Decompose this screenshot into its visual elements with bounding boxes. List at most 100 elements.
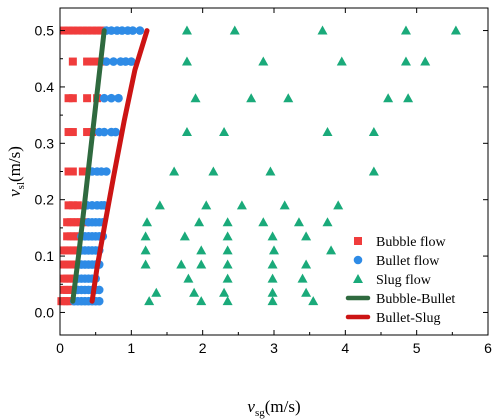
data-point bbox=[114, 93, 123, 103]
data-point bbox=[403, 93, 414, 103]
legend-entry: Slug flow bbox=[353, 273, 432, 288]
legend-label: Bullet-Slug bbox=[376, 311, 441, 326]
data-point bbox=[99, 93, 109, 103]
data-point bbox=[181, 25, 192, 35]
data-point bbox=[68, 26, 77, 35]
data-point bbox=[297, 273, 308, 283]
data-point bbox=[201, 200, 212, 210]
data-point bbox=[222, 273, 233, 283]
data-point bbox=[73, 26, 82, 35]
data-point bbox=[450, 25, 461, 35]
data-point bbox=[301, 287, 312, 297]
data-point bbox=[222, 217, 233, 227]
boundary-line-4 bbox=[89, 28, 150, 304]
data-point bbox=[196, 245, 207, 255]
data-point bbox=[322, 217, 333, 227]
series-circle-1 bbox=[69, 26, 145, 306]
data-point bbox=[83, 128, 92, 137]
x-tick-label: 5 bbox=[413, 340, 421, 356]
data-point bbox=[78, 167, 87, 176]
y-axis-title-unit: (m/s) bbox=[5, 146, 24, 182]
data-point bbox=[151, 287, 162, 297]
x-tick-label: 4 bbox=[341, 340, 349, 356]
data-point bbox=[267, 231, 278, 241]
data-point bbox=[109, 57, 118, 66]
data-point bbox=[219, 287, 230, 297]
data-point bbox=[190, 93, 201, 103]
data-point bbox=[283, 93, 294, 103]
data-point bbox=[229, 25, 240, 35]
data-point bbox=[301, 259, 312, 269]
data-point bbox=[308, 296, 319, 306]
data-point bbox=[78, 26, 87, 35]
data-point bbox=[317, 25, 328, 35]
data-point bbox=[400, 25, 411, 35]
data-point bbox=[222, 259, 233, 269]
data-point bbox=[94, 296, 104, 306]
data-point bbox=[73, 201, 82, 210]
legend-entry: Bubble-Bullet bbox=[345, 292, 455, 307]
data-point bbox=[68, 201, 77, 210]
legend: Bubble flow Bullet flow Slug flow Bubble-Bu… bbox=[345, 235, 455, 326]
data-point bbox=[68, 57, 77, 66]
legend-swatch-marker bbox=[353, 274, 363, 283]
x-axis-title-main: v bbox=[247, 397, 255, 416]
legend-label: Bubble-Bullet bbox=[376, 292, 455, 307]
legend-label: Bullet flow bbox=[376, 254, 440, 269]
data-point bbox=[107, 93, 116, 103]
legend-swatch-marker bbox=[354, 237, 362, 245]
data-point bbox=[196, 296, 207, 306]
data-point bbox=[336, 56, 347, 66]
x-tick-label: 0 bbox=[56, 340, 64, 356]
legend-entry: Bullet-Slug bbox=[345, 311, 441, 326]
data-point bbox=[333, 200, 344, 210]
data-point bbox=[64, 94, 73, 103]
axes-layer: 0 1 2 3 4 5 60.00.10.20.30.40.5vsg(m/s)vsl(m/s… bbox=[5, 7, 492, 419]
y-axis-title-main: v bbox=[5, 189, 24, 197]
data-point bbox=[127, 57, 136, 66]
data-point bbox=[194, 217, 205, 227]
data-point bbox=[68, 167, 77, 176]
x-axis-title-unit: (m/s) bbox=[265, 397, 301, 416]
data-point bbox=[246, 93, 257, 103]
data-point bbox=[144, 296, 155, 306]
data-point bbox=[269, 245, 279, 255]
data-point bbox=[258, 56, 269, 66]
data-point bbox=[236, 200, 247, 210]
data-point bbox=[64, 167, 73, 176]
data-point bbox=[176, 259, 187, 269]
data-point bbox=[293, 217, 304, 227]
data-point bbox=[322, 127, 333, 137]
y-axis-title-sub: sl bbox=[15, 182, 27, 189]
legend-label: Bubble flow bbox=[376, 235, 446, 250]
data-point bbox=[135, 26, 145, 35]
data-point bbox=[83, 94, 92, 103]
data-point bbox=[368, 127, 379, 137]
y-tick-label: 0.3 bbox=[35, 135, 55, 151]
data-point bbox=[267, 259, 278, 269]
data-point bbox=[128, 26, 138, 35]
legend-entry: Bubble flow bbox=[354, 235, 446, 250]
data-point bbox=[102, 57, 111, 66]
data-point bbox=[181, 56, 192, 66]
data-point bbox=[169, 166, 180, 176]
series-triangle-2 bbox=[140, 25, 461, 306]
data-point bbox=[93, 26, 102, 35]
x-tick-label: 2 bbox=[199, 340, 207, 356]
data-point bbox=[68, 94, 77, 103]
y-tick-label: 0.0 bbox=[35, 304, 55, 320]
data-point bbox=[94, 285, 104, 295]
data-point bbox=[64, 201, 73, 210]
data-point bbox=[181, 127, 192, 137]
data-point bbox=[64, 128, 73, 137]
y-tick-label: 0.5 bbox=[35, 23, 55, 39]
data-point bbox=[111, 127, 120, 137]
data-point bbox=[383, 93, 394, 103]
data-point bbox=[267, 273, 278, 283]
data-point bbox=[183, 273, 194, 283]
data-point bbox=[68, 128, 77, 137]
y-tick-label: 0.4 bbox=[35, 79, 55, 95]
data-point bbox=[301, 231, 312, 241]
